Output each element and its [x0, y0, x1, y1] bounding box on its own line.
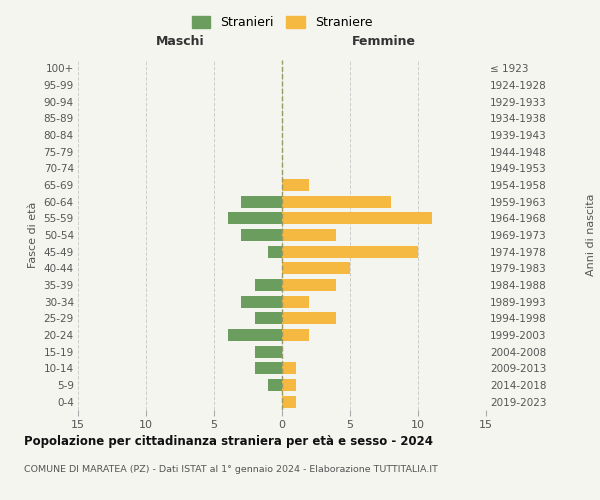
Bar — [282, 329, 309, 341]
Bar — [282, 379, 296, 391]
Bar — [255, 312, 282, 324]
Bar — [268, 379, 282, 391]
Bar — [282, 312, 337, 324]
Bar — [282, 229, 337, 241]
Text: COMUNE DI MARATEA (PZ) - Dati ISTAT al 1° gennaio 2024 - Elaborazione TUTTITALIA: COMUNE DI MARATEA (PZ) - Dati ISTAT al 1… — [24, 465, 438, 474]
Bar — [282, 179, 309, 191]
Bar — [282, 362, 296, 374]
Bar — [241, 296, 282, 308]
Bar — [268, 246, 282, 258]
Text: Popolazione per cittadinanza straniera per età e sesso - 2024: Popolazione per cittadinanza straniera p… — [24, 435, 433, 448]
Bar — [282, 396, 296, 407]
Bar — [282, 212, 431, 224]
Text: Anni di nascita: Anni di nascita — [586, 194, 596, 276]
Y-axis label: Fasce di età: Fasce di età — [28, 202, 38, 268]
Bar — [282, 196, 391, 207]
Bar — [255, 362, 282, 374]
Bar — [282, 296, 309, 308]
Bar — [282, 246, 418, 258]
Text: Maschi: Maschi — [155, 36, 205, 49]
Legend: Stranieri, Straniere: Stranieri, Straniere — [187, 11, 377, 34]
Bar — [241, 229, 282, 241]
Text: Femmine: Femmine — [352, 36, 416, 49]
Bar — [227, 329, 282, 341]
Bar — [255, 279, 282, 291]
Bar — [255, 346, 282, 358]
Bar — [241, 196, 282, 207]
Bar — [282, 262, 350, 274]
Bar — [227, 212, 282, 224]
Bar — [282, 279, 337, 291]
